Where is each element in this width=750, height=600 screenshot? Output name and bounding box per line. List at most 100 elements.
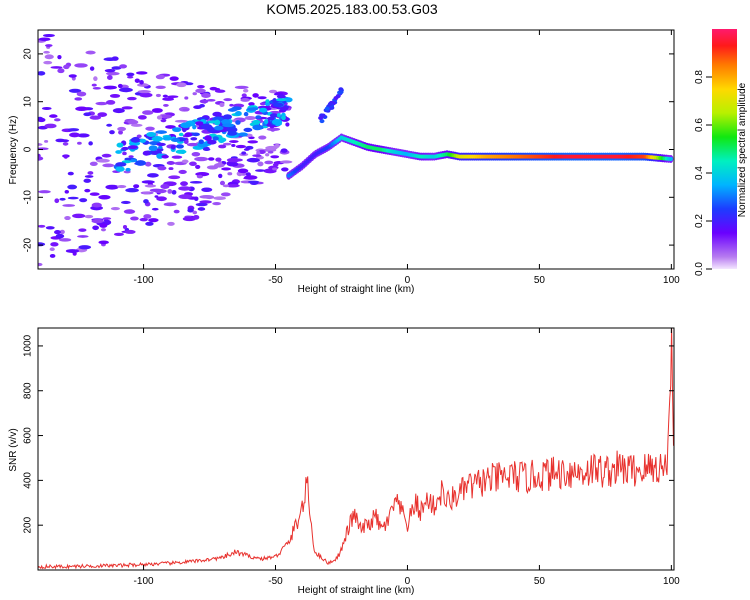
heatmap-cell <box>156 153 164 159</box>
heatmap-cell <box>141 180 155 184</box>
heatmap-cell <box>219 180 226 186</box>
heatmap-cell <box>109 93 121 98</box>
heatmap-cell <box>77 141 82 145</box>
heatmap-cell <box>180 122 192 129</box>
heatmap-cell <box>227 131 238 136</box>
heatmap-cell <box>133 184 140 189</box>
heatmap-cell <box>62 204 76 207</box>
heatmap-cell <box>160 119 167 123</box>
heatmap-cell <box>84 188 91 193</box>
heatmap-cell <box>85 50 96 55</box>
heatmap-cell <box>38 71 46 76</box>
heatmap-cell <box>171 189 177 195</box>
heatmap-x-tick-label: -50 <box>268 275 283 286</box>
heatmap-cell <box>78 228 87 232</box>
heatmap-cell <box>98 240 109 245</box>
heatmap-cell <box>105 100 116 105</box>
heatmap-cell <box>148 145 158 152</box>
heatmap-cell <box>220 192 231 197</box>
heatmap-cell <box>269 113 278 118</box>
heatmap-cell <box>212 201 222 206</box>
heatmap-cell <box>280 148 288 153</box>
heatmap-cell <box>163 202 177 207</box>
heatmap-cell <box>240 97 250 102</box>
heatmap-cell <box>148 218 159 223</box>
heatmap-cell <box>207 120 218 124</box>
heatmap-cell <box>228 140 239 143</box>
heatmap-cell <box>259 102 266 106</box>
heatmap-cell <box>77 133 90 138</box>
heatmap-cell <box>155 130 168 134</box>
heatmap-cell <box>252 119 261 125</box>
heatmap-cell <box>225 184 240 188</box>
colorbar-tick-label: 0.0 <box>694 262 705 276</box>
heatmap-cell <box>192 214 200 220</box>
heatmap-cell <box>64 189 69 194</box>
heatmap-cell <box>67 184 78 190</box>
heatmap-cell <box>202 148 211 151</box>
heatmap-cell <box>55 233 65 239</box>
heatmap-cell <box>259 107 268 113</box>
snr-x-tick-label: 0 <box>405 576 411 587</box>
heatmap-cell <box>218 144 227 149</box>
heatmap-cell <box>145 221 154 226</box>
heatmap-cell <box>38 262 43 267</box>
heatmap-cell <box>214 125 224 131</box>
heatmap-cell <box>62 142 69 146</box>
heatmap-cell <box>45 226 55 230</box>
heatmap-cell <box>160 114 173 119</box>
heatmap-cell <box>243 148 250 151</box>
heatmap-cell <box>49 114 58 118</box>
heatmap-cell <box>121 160 132 164</box>
heatmap-cell <box>105 184 119 190</box>
heatmap-cell <box>102 217 112 220</box>
heatmap-cell <box>154 195 159 198</box>
heatmap-cell <box>244 175 258 180</box>
heatmap-cell <box>182 108 190 112</box>
heatmap-cell <box>187 208 194 213</box>
heatmap-cell <box>38 143 43 146</box>
heatmap-cell <box>252 124 263 131</box>
heatmap-y-tick-label: 10 <box>23 96 34 108</box>
heatmap-cell <box>156 142 166 147</box>
heatmap-cell <box>270 155 280 159</box>
heatmap-cell <box>201 93 211 98</box>
heatmap-cell <box>266 116 275 121</box>
heatmap-cell <box>60 139 70 143</box>
heatmap-cell <box>237 168 249 174</box>
heatmap-cell <box>41 107 52 110</box>
heatmap-cell <box>243 111 249 117</box>
heatmap-cell <box>142 110 154 115</box>
heatmap-cell <box>125 188 139 193</box>
heatmap-cell <box>156 115 163 120</box>
heatmap-cell <box>195 202 208 207</box>
heatmap-cell <box>124 229 136 234</box>
heatmap-cell <box>167 189 173 194</box>
heatmap-cell <box>156 147 164 152</box>
heatmap-cell <box>116 142 124 148</box>
snr-x-ticks: -100 -50 0 50 100 <box>134 328 680 587</box>
heatmap-cell <box>333 95 339 100</box>
heatmap-cell <box>223 98 233 102</box>
heatmap-cell <box>271 118 283 125</box>
heatmap-cell <box>176 82 187 88</box>
heatmap-cell <box>184 82 194 86</box>
heatmap-cell <box>258 135 267 140</box>
heatmap-cell <box>44 139 49 143</box>
heatmap-cell <box>49 253 56 258</box>
heatmap-cell <box>87 171 94 175</box>
heatmap-cell <box>213 196 226 201</box>
heatmap-cell <box>175 144 184 149</box>
heatmap-cell <box>93 76 98 82</box>
heatmap-cell <box>255 169 266 172</box>
heatmap-cell <box>135 160 147 166</box>
heatmap-cell <box>181 159 189 164</box>
heatmap-cell <box>137 89 151 94</box>
heatmap-cell <box>156 196 167 202</box>
heatmap-cell <box>327 101 333 106</box>
heatmap-cell <box>227 161 239 167</box>
heatmap-cell <box>144 184 157 188</box>
heatmap-cell <box>83 178 92 183</box>
heatmap-cell <box>91 83 97 87</box>
